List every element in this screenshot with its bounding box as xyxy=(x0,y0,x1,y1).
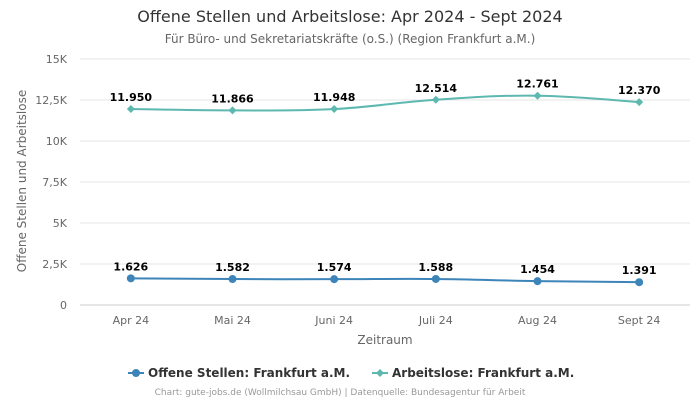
series-0-point-2 xyxy=(330,275,339,284)
series-1-data-label: 12.370 xyxy=(618,84,661,97)
series-1-point-3 xyxy=(431,95,440,104)
series-1-point-2 xyxy=(330,105,339,114)
series-1-point-1 xyxy=(228,106,237,115)
series-0-data-label: 1.582 xyxy=(215,261,250,274)
series-0-data-label: 1.454 xyxy=(520,263,555,276)
y-tick-label: 10K xyxy=(46,135,68,148)
series-1-data-label: 11.948 xyxy=(313,91,355,104)
x-tick-label: Apr 24 xyxy=(113,314,150,327)
x-tick-label: Juli 24 xyxy=(418,314,453,327)
series-1-data-label: 12.761 xyxy=(516,78,558,91)
legend-item-1[interactable]: Arbeitslose: Frankfurt a.M. xyxy=(372,366,574,380)
legend: Offene Stellen: Frankfurt a.M. Arbeitslos… xyxy=(128,366,574,380)
series-0-point-5 xyxy=(635,278,644,287)
x-axis-title: Zeitraum xyxy=(357,333,412,347)
x-axis-ticks: Apr 24 Mai 24 Juni 24 Juli 24 Aug 24 Sept 24 xyxy=(113,314,661,327)
y-tick-label: 2,5K xyxy=(42,258,67,271)
series-0-data-label: 1.391 xyxy=(622,264,657,277)
series-1-point-legend xyxy=(376,369,384,377)
x-tick-label: Juni 24 xyxy=(314,314,353,327)
y-axis-title: Offene Stellen und Arbeitslose xyxy=(15,90,29,272)
x-tick-label: Sept 24 xyxy=(618,314,661,327)
x-tick-label: Mai 24 xyxy=(214,314,251,327)
series-0-point-3 xyxy=(431,274,440,283)
x-tick-label: Aug 24 xyxy=(518,314,557,327)
legend-item-0[interactable]: Offene Stellen: Frankfurt a.M. xyxy=(128,366,350,380)
series-0-data-label: 1.588 xyxy=(418,261,453,274)
series-0-point-0 xyxy=(126,274,135,283)
series-0-point-legend xyxy=(132,369,140,377)
series-layer xyxy=(126,91,644,287)
y-tick-label: 12,5K xyxy=(35,94,67,107)
y-tick-label: 7,5K xyxy=(42,176,67,189)
data-labels-layer: 1.626 1.582 1.574 1.588 1.454 1.391 11.950 11.8… xyxy=(110,78,661,277)
chart-credits: Chart: gute-jobs.de (Wollmilchsau GmbH) … xyxy=(155,388,526,398)
series-1-point-4 xyxy=(533,91,542,100)
legend-label: Arbeitslose: Frankfurt a.M. xyxy=(392,366,574,380)
y-axis-ticks: 0 2,5K 5K 7,5K 10K 12,5K 15K xyxy=(35,53,67,312)
grid-lines xyxy=(80,58,690,306)
series-0-point-1 xyxy=(228,275,237,284)
y-tick-label: 5K xyxy=(53,217,68,230)
series-1-data-label: 11.866 xyxy=(211,92,254,105)
series-0-data-label: 1.574 xyxy=(317,261,352,274)
y-tick-label: 15K xyxy=(46,53,68,66)
chart-subtitle: Für Büro- und Sekretariatskräfte (o.S.) … xyxy=(165,32,536,46)
series-1-line xyxy=(130,94,640,112)
series-1-data-label: 11.950 xyxy=(110,91,153,104)
series-1-point-5 xyxy=(635,98,644,107)
series-1-point-0 xyxy=(126,105,135,114)
series-0-line xyxy=(130,277,640,284)
chart-title: Offene Stellen und Arbeitslose: Apr 2024… xyxy=(137,7,562,26)
legend-label: Offene Stellen: Frankfurt a.M. xyxy=(148,366,350,380)
series-0-data-label: 1.626 xyxy=(113,260,148,273)
y-tick-label: 0 xyxy=(60,299,67,312)
series-0-point-4 xyxy=(533,277,542,286)
series-1-data-label: 12.514 xyxy=(415,82,458,95)
